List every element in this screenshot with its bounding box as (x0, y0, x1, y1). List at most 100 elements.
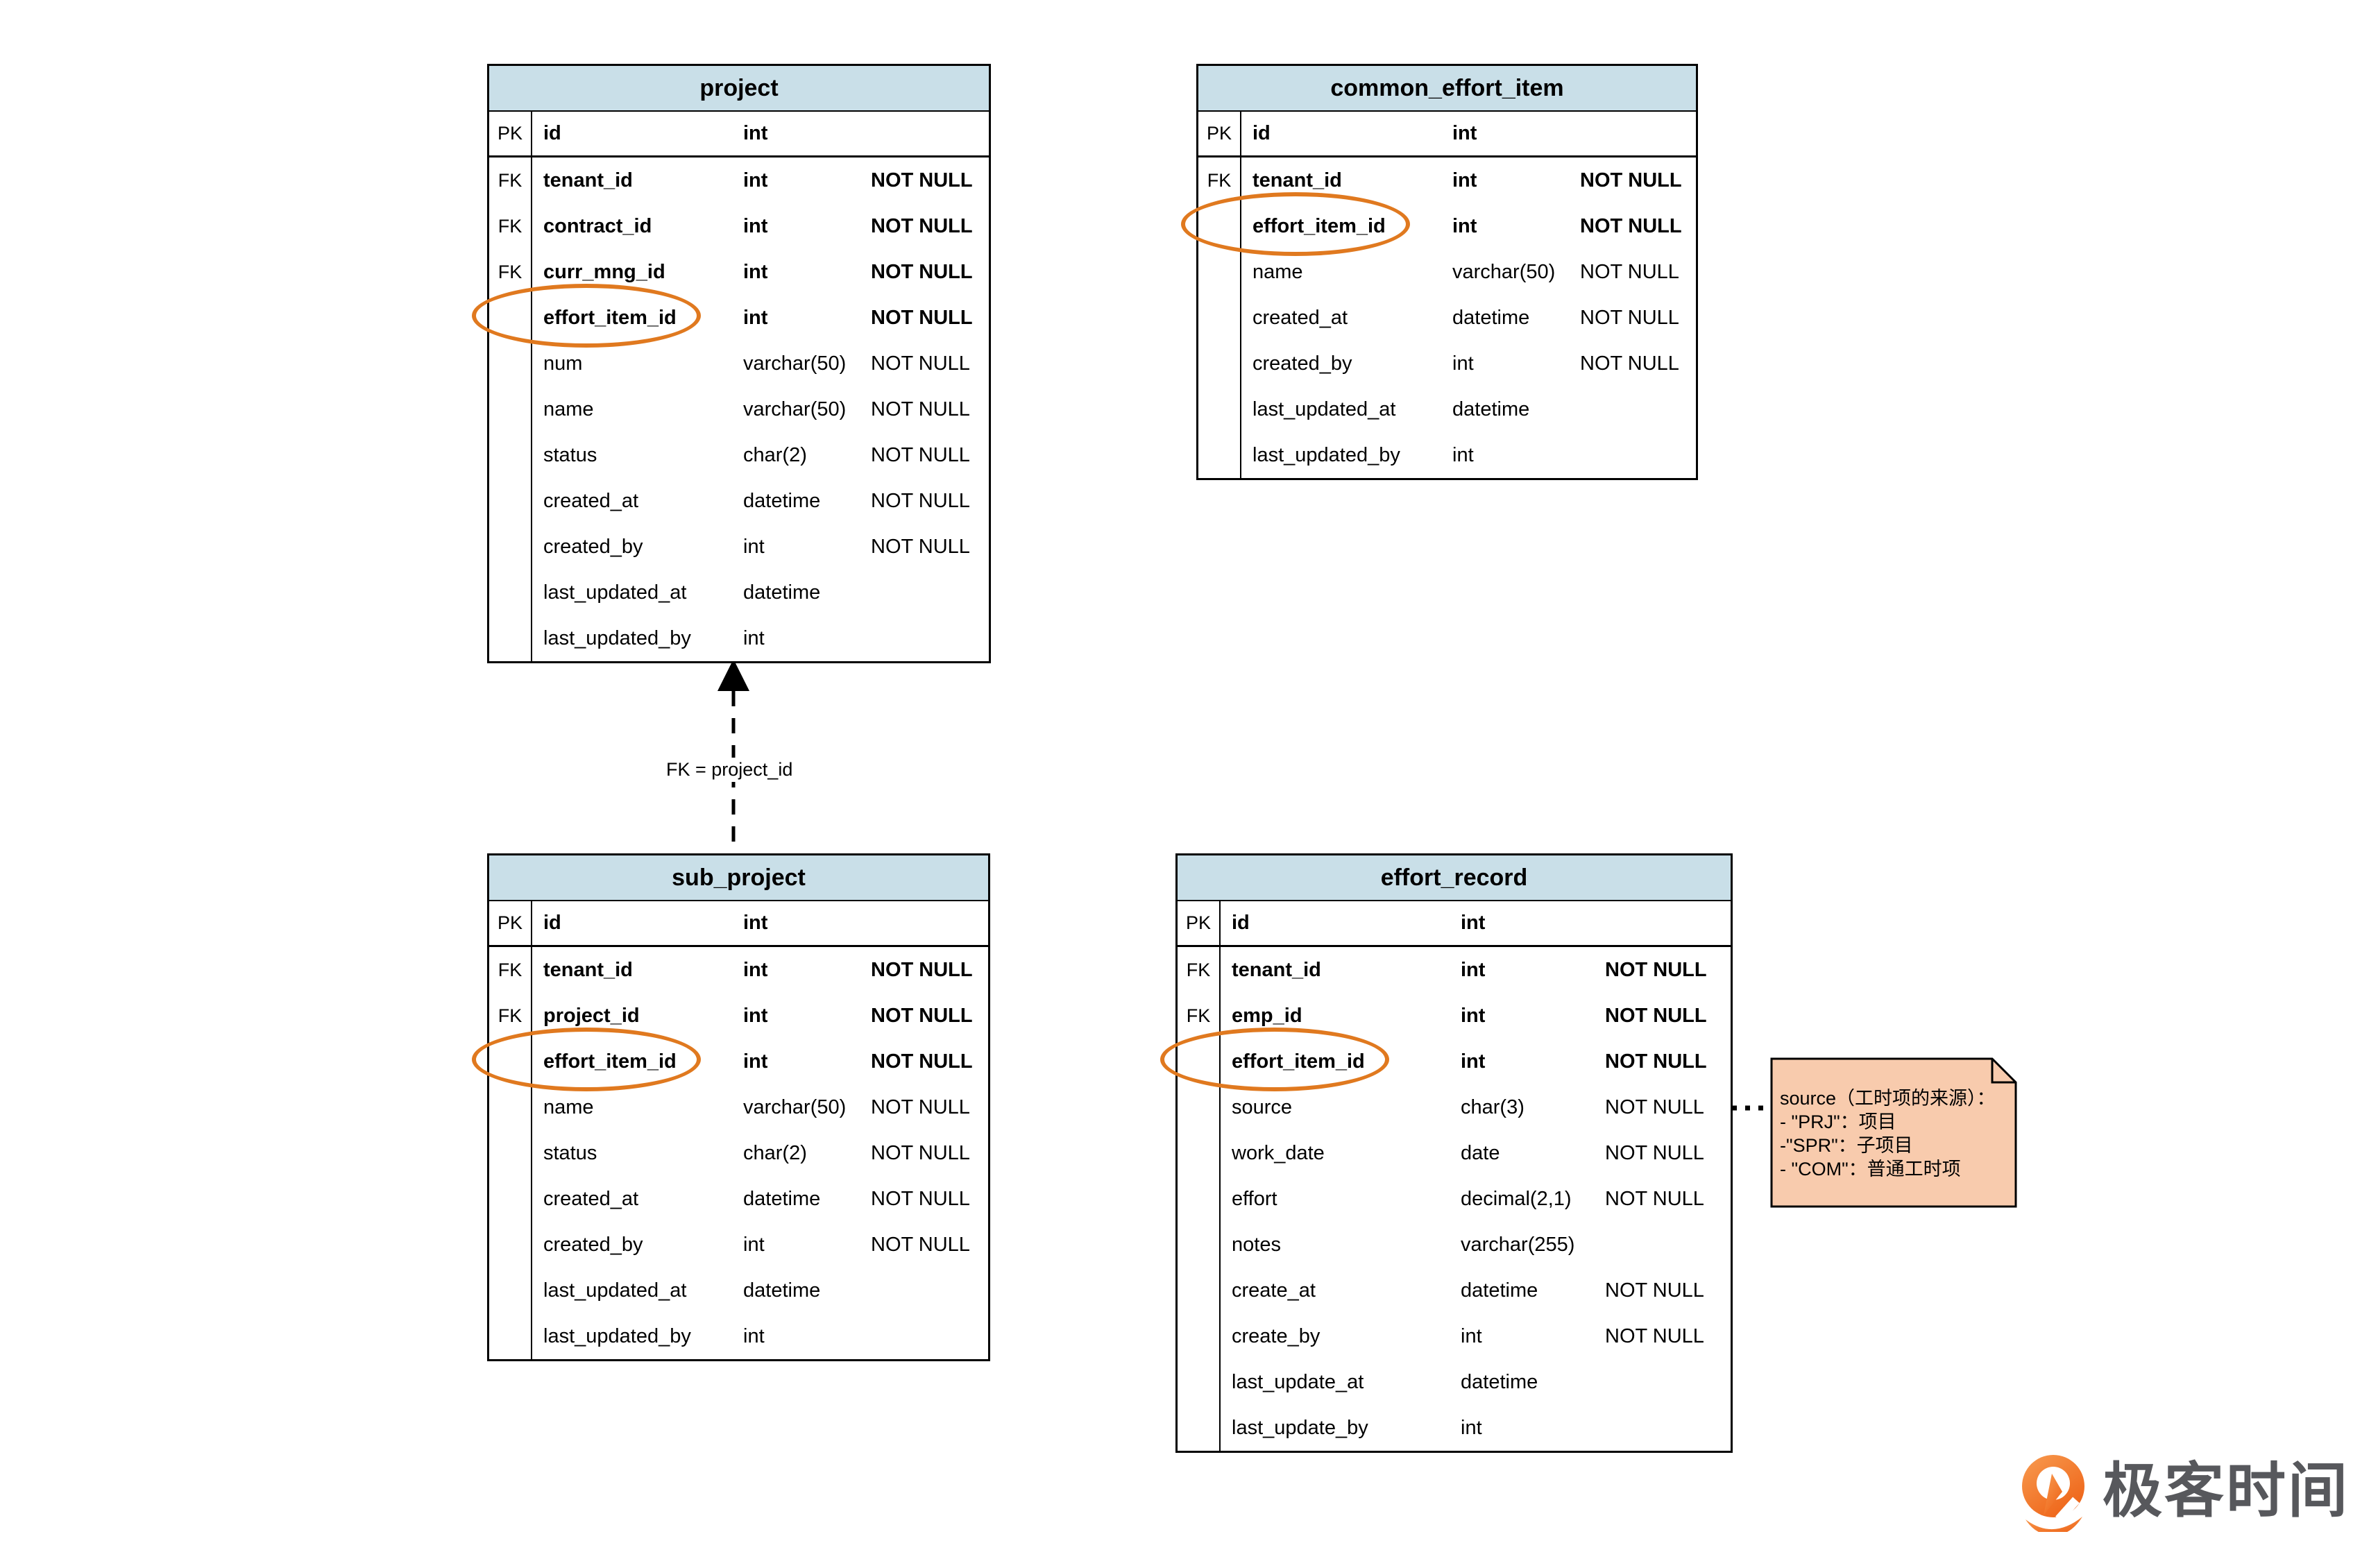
field-constraint: NOT NULL (871, 958, 973, 981)
field-constraint (1594, 1359, 1731, 1405)
field-type: int (743, 912, 768, 934)
field-name: last_updated_by (543, 627, 691, 649)
field-constraint: NOT NULL (871, 1233, 970, 1256)
field-type: int (1461, 1004, 1486, 1027)
key-badge (489, 1222, 532, 1268)
table-effort-record: effort_record PK id int FK tenant_id int NOT N… (1175, 853, 1733, 1453)
field-name: name (543, 398, 594, 420)
field-type: int (1461, 958, 1486, 981)
field-type: int (743, 306, 768, 329)
field-name: create_by (1232, 1324, 1320, 1347)
field-constraint: NOT NULL (871, 1004, 973, 1027)
field-name: last_updated_by (1252, 443, 1400, 466)
field-type: datetime (743, 1187, 821, 1210)
table-row-tenant_id: FK tenant_id int NOT NULL (1198, 157, 1696, 203)
highlight-ellipse-sub-project-effort-item-id (472, 1028, 701, 1091)
field-constraint (1594, 1222, 1731, 1268)
field-constraint: NOT NULL (871, 1141, 970, 1164)
field-name: effort (1232, 1187, 1277, 1210)
field-name: id (1252, 122, 1271, 144)
field-name: contract_id (543, 214, 652, 237)
field-name: status (543, 443, 597, 466)
field-constraint: NOT NULL (1605, 1050, 1707, 1073)
key-badge (1198, 249, 1241, 295)
field-type: char(2) (743, 1141, 807, 1164)
field-name: id (543, 912, 561, 934)
field-constraint (1594, 901, 1731, 945)
field-constraint: NOT NULL (1605, 1004, 1707, 1027)
highlight-ellipse-effort-record-effort-item-id (1160, 1028, 1389, 1091)
table-row-name: name varchar(50) NOT NULL (489, 1084, 988, 1130)
table-row-created_by: created_by int NOT NULL (489, 1222, 988, 1268)
field-type: int (1452, 122, 1477, 144)
field-type: varchar(50) (1452, 260, 1556, 283)
note-paper-shape (1770, 1057, 2017, 1208)
table-sub-project: sub_project PK id int FK tenant_id int NOT NUL… (487, 853, 990, 1361)
field-name: curr_mng_id (543, 260, 665, 283)
key-badge: FK (1198, 157, 1241, 203)
key-badge (1198, 432, 1241, 478)
field-name: emp_id (1232, 1004, 1302, 1027)
key-badge (489, 432, 532, 478)
key-badge: FK (489, 249, 532, 295)
field-type: int (743, 214, 768, 237)
field-constraint (860, 570, 989, 615)
key-badge (1198, 386, 1241, 432)
field-name: created_by (543, 535, 643, 558)
field-constraint: NOT NULL (871, 352, 970, 375)
table-row-last_updated_at: last_updated_at datetime (489, 1268, 988, 1313)
key-badge: PK (489, 112, 532, 155)
note-line-2: - "PRJ"：项目 (1780, 1111, 1896, 1132)
field-name: last_update_by (1232, 1416, 1368, 1439)
fk-relation-label: FK = project_id (661, 758, 799, 782)
field-name: status (543, 1141, 597, 1164)
field-type: varchar(255) (1461, 1233, 1575, 1256)
table-row-status: status char(2) NOT NULL (489, 432, 989, 478)
field-name: num (543, 352, 583, 375)
field-name: created_at (1252, 306, 1348, 329)
field-name: created_at (543, 489, 639, 512)
key-badge (1178, 1222, 1221, 1268)
field-name: created_at (543, 1187, 639, 1210)
table-row-created_at: created_at datetime NOT NULL (489, 1176, 988, 1222)
field-name: id (1232, 912, 1250, 934)
field-name: tenant_id (1232, 958, 1321, 981)
field-constraint: NOT NULL (871, 443, 970, 466)
table-row-tenant_id: FK tenant_id int NOT NULL (489, 947, 988, 993)
field-type: int (743, 1233, 765, 1256)
table-effort-record-title: effort_record (1178, 855, 1731, 901)
table-row-id: PK id int (1198, 112, 1696, 157)
field-constraint: NOT NULL (871, 398, 970, 420)
field-constraint (860, 112, 989, 155)
field-name: tenant_id (1252, 169, 1342, 191)
field-type: int (1452, 352, 1474, 375)
key-badge (1178, 1313, 1221, 1359)
field-type: int (1461, 1416, 1482, 1439)
key-badge (489, 1313, 532, 1359)
field-name: tenant_id (543, 958, 633, 981)
field-name: name (543, 1096, 594, 1118)
table-row-created_by: created_by int NOT NULL (1198, 341, 1696, 386)
field-constraint: NOT NULL (1605, 958, 1707, 981)
field-constraint: NOT NULL (871, 489, 970, 512)
field-name: source (1232, 1096, 1293, 1118)
key-badge (1198, 295, 1241, 341)
field-constraint (1569, 112, 1696, 155)
field-type: datetime (1452, 306, 1530, 329)
table-project-rows: PK id int FK tenant_id int NOT NULL FK contract_… (489, 112, 989, 661)
field-constraint: NOT NULL (1605, 1324, 1704, 1347)
field-name: tenant_id (543, 169, 633, 191)
key-badge: PK (489, 901, 532, 945)
field-type: varchar(50) (743, 1096, 847, 1118)
table-row-created_by: created_by int NOT NULL (489, 524, 989, 570)
key-badge (489, 1084, 532, 1130)
field-constraint: NOT NULL (871, 535, 970, 558)
field-type: decimal(2,1) (1461, 1187, 1572, 1210)
key-badge: PK (1178, 901, 1221, 945)
field-name: create_at (1232, 1279, 1316, 1302)
field-type: varchar(50) (743, 398, 847, 420)
field-constraint (860, 901, 988, 945)
highlight-ellipse-project-effort-item-id (472, 284, 701, 348)
field-type: char(2) (743, 443, 807, 466)
table-row-source: source char(3) NOT NULL (1178, 1084, 1731, 1130)
